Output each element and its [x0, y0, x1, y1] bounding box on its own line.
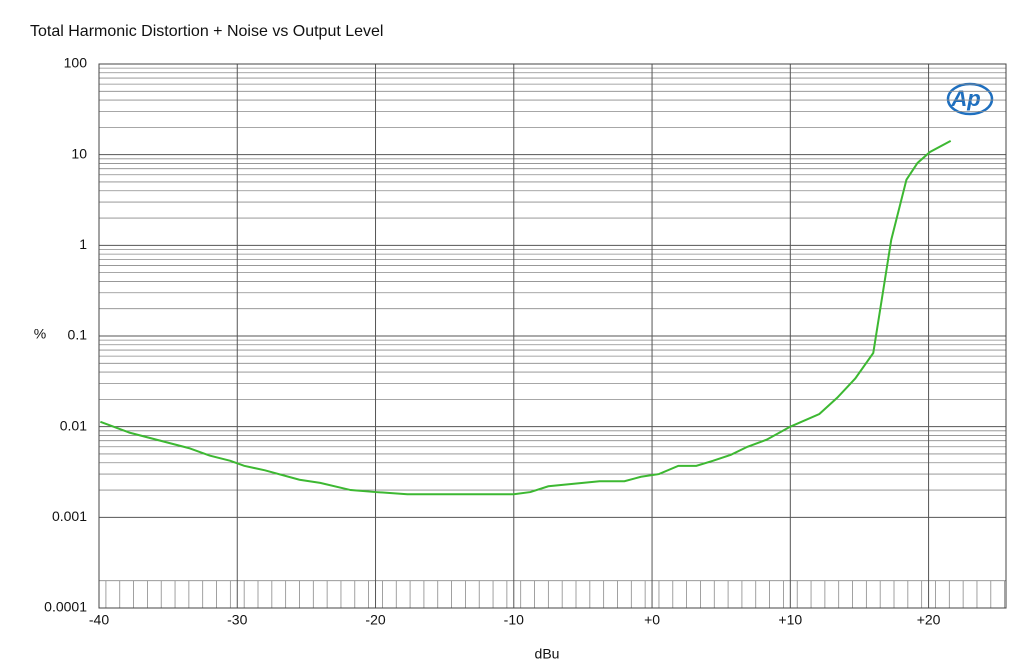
y-axis-label: % [34, 326, 46, 342]
x-tick-label: -30 [227, 612, 247, 628]
logo-text: Ap [950, 86, 980, 111]
plot-frame [98, 63, 1007, 609]
chart-title: Total Harmonic Distortion + Noise vs Out… [30, 23, 383, 40]
x-tick-label: +20 [917, 612, 941, 628]
logo: Ap [946, 82, 994, 116]
y-tick-label: 0.001 [52, 508, 87, 524]
y-tick-label: 0.01 [60, 417, 87, 433]
y-tick-label: 1 [79, 236, 87, 252]
x-tick-label: +10 [778, 612, 802, 628]
y-tick-label: 0.0001 [44, 599, 87, 615]
x-axis-label: dBu [535, 646, 560, 662]
x-tick-label: +0 [644, 612, 660, 628]
y-tick-label: 100 [64, 55, 88, 71]
y-tick-label: 0.1 [68, 327, 88, 343]
data-line [100, 139, 952, 496]
y-tick-label: 10 [71, 145, 87, 161]
x-tick-label: -40 [89, 612, 109, 628]
x-tick-label: -20 [365, 612, 385, 628]
x-tick-label: -10 [504, 612, 524, 628]
